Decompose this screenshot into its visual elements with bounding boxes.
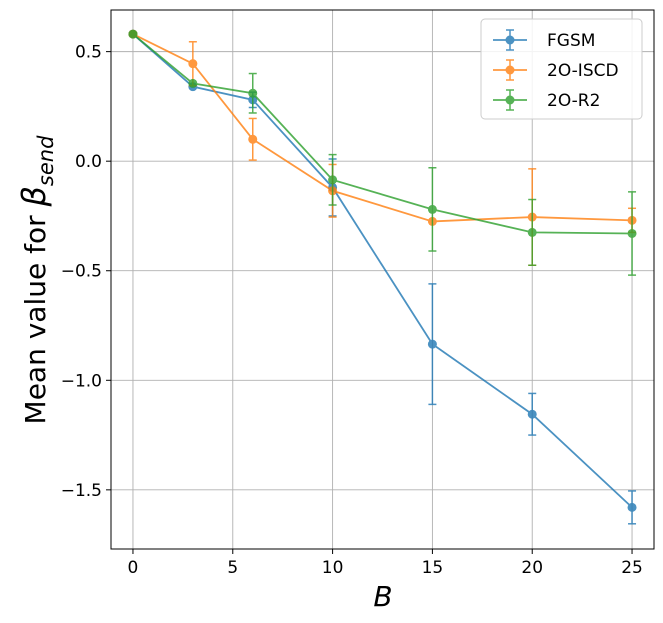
legend-label: FGSM (547, 31, 595, 51)
data-point (248, 134, 258, 144)
legend-dot (505, 95, 515, 105)
legend-item-2o-iscd: 2O-ISCD (493, 59, 619, 81)
data-point (188, 59, 198, 69)
y-axis-label-prefix: Mean value for (19, 206, 52, 424)
y-tick-label: 0.0 (75, 152, 102, 172)
legend-label: 2O-ISCD (547, 61, 619, 81)
data-point (627, 228, 637, 238)
y-tick-label: 0.5 (75, 43, 102, 63)
data-point (248, 88, 258, 98)
x-tick-label: 10 (322, 558, 344, 578)
y-axis-label-subscript: send (34, 135, 58, 186)
data-point (427, 339, 437, 349)
y-tick-label: −1.5 (61, 481, 102, 501)
plot-frame (110, 9, 655, 550)
legend-marker (493, 29, 527, 51)
data-point (627, 502, 637, 512)
legend-dot (505, 65, 515, 75)
legend-dot (505, 35, 515, 45)
y-tick-label: −1.0 (61, 371, 102, 391)
x-tick-label: 20 (521, 558, 543, 578)
data-point (188, 78, 198, 88)
x-tick-label: 15 (422, 558, 444, 578)
data-point (527, 409, 537, 419)
data-point (427, 204, 437, 214)
x-tick-label: 25 (621, 558, 643, 578)
x-tick-label: 0 (128, 558, 139, 578)
y-tick-label: −0.5 (61, 262, 102, 282)
y-axis-label: Mean value for βsend (15, 135, 58, 425)
data-point (128, 29, 138, 39)
x-axis-label: B (373, 580, 392, 613)
legend-item-fgsm: FGSM (493, 29, 595, 51)
data-point (328, 175, 338, 185)
legend-label: 2O-R2 (547, 91, 600, 111)
series-layer (128, 29, 637, 525)
y-axis: 0.5 0.0 −0.5 −1.0 −1.5 (61, 43, 111, 501)
data-point (527, 227, 537, 237)
legend-marker (493, 89, 527, 111)
legend-box (480, 18, 643, 120)
y-axis-label-symbol: β (15, 186, 53, 207)
legend-item-2o-r2: 2O-R2 (493, 89, 600, 111)
legend-items: FGSM 2O-ISCD 2O-R2 (493, 29, 619, 111)
legend-marker (493, 59, 527, 81)
x-axis: 0 5 10 15 20 25 (128, 549, 643, 578)
series-2o-r2 (128, 29, 637, 276)
x-tick-label: 5 (227, 558, 238, 578)
legend: FGSM 2O-ISCD 2O-R2 (480, 18, 643, 120)
